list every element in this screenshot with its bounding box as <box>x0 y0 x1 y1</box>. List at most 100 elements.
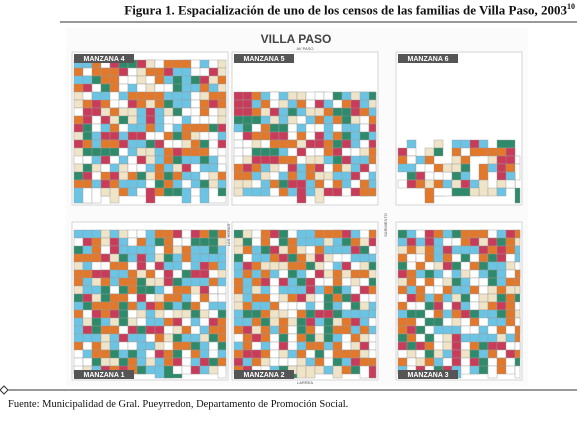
lot <box>181 293 192 303</box>
lot <box>100 317 111 327</box>
lot <box>233 349 244 359</box>
lot <box>323 187 334 197</box>
lot <box>451 277 462 287</box>
lot <box>242 357 253 367</box>
lot <box>406 139 417 149</box>
lot <box>332 277 343 287</box>
lot <box>118 253 129 263</box>
lot <box>251 139 262 149</box>
lot <box>368 107 377 117</box>
lot <box>433 277 444 287</box>
lot <box>73 155 84 165</box>
lot <box>323 349 334 359</box>
lot <box>287 123 298 133</box>
lot <box>127 309 138 319</box>
lot <box>368 229 377 239</box>
lot <box>217 325 227 335</box>
lot <box>181 123 192 133</box>
street-label: SARMIENTO <box>383 213 388 237</box>
lot <box>145 277 156 287</box>
lot <box>199 123 210 133</box>
lot <box>145 115 156 125</box>
lot <box>242 341 253 351</box>
lot <box>136 333 147 343</box>
lot <box>118 147 129 157</box>
lot <box>314 301 325 311</box>
lot <box>368 301 377 311</box>
lot <box>208 349 219 359</box>
lot <box>136 115 147 125</box>
lot <box>496 187 507 197</box>
lot <box>91 277 102 287</box>
lot <box>190 139 201 149</box>
lot <box>305 163 316 173</box>
lot <box>91 171 102 181</box>
lot <box>91 293 102 303</box>
lot <box>287 131 298 141</box>
lot <box>296 365 307 379</box>
lot <box>233 325 244 335</box>
lot <box>505 237 516 247</box>
lot <box>100 147 111 157</box>
lot <box>82 253 93 263</box>
lot <box>406 317 417 327</box>
lot <box>269 123 280 133</box>
lot <box>424 245 435 255</box>
lot <box>233 293 244 303</box>
lot <box>314 147 325 157</box>
block-label: MANZANA 1 <box>84 372 125 379</box>
lot <box>109 261 120 271</box>
lot <box>406 245 417 255</box>
lot <box>314 365 325 375</box>
lot <box>154 187 165 197</box>
lot <box>406 147 417 157</box>
lot <box>217 261 227 271</box>
lot <box>208 317 219 327</box>
lot <box>305 365 316 379</box>
lot <box>341 277 352 287</box>
lot <box>136 83 147 93</box>
lot <box>260 325 271 335</box>
lot <box>233 171 244 181</box>
lot <box>332 229 343 239</box>
lot <box>199 325 210 335</box>
lot <box>208 75 219 85</box>
lot <box>296 277 307 287</box>
lot <box>217 357 227 367</box>
lot <box>496 285 507 295</box>
lot <box>424 357 435 367</box>
lot <box>136 229 147 239</box>
lot <box>217 83 227 93</box>
lot <box>233 229 244 239</box>
lot <box>460 365 471 375</box>
lot <box>368 245 377 255</box>
lot <box>233 91 244 101</box>
lot <box>118 67 129 77</box>
lot <box>109 229 120 239</box>
lot <box>118 245 129 255</box>
lot <box>478 253 489 263</box>
lot <box>127 293 138 303</box>
lot <box>314 293 325 303</box>
lot <box>118 83 129 93</box>
lot <box>163 333 174 343</box>
lot <box>172 293 183 303</box>
lot <box>323 107 334 117</box>
lot <box>278 115 289 125</box>
lot <box>305 237 316 247</box>
lot <box>163 155 174 165</box>
lot <box>82 75 93 85</box>
lot <box>305 277 316 287</box>
lot <box>424 187 435 204</box>
lot <box>442 341 453 351</box>
lot <box>127 171 138 181</box>
lot <box>287 163 298 173</box>
lot <box>350 237 361 247</box>
lot <box>208 123 219 133</box>
lot <box>269 147 280 157</box>
lot <box>145 309 156 319</box>
lot <box>368 139 377 149</box>
lot <box>442 325 453 335</box>
lot <box>172 163 183 173</box>
lot <box>145 325 156 335</box>
